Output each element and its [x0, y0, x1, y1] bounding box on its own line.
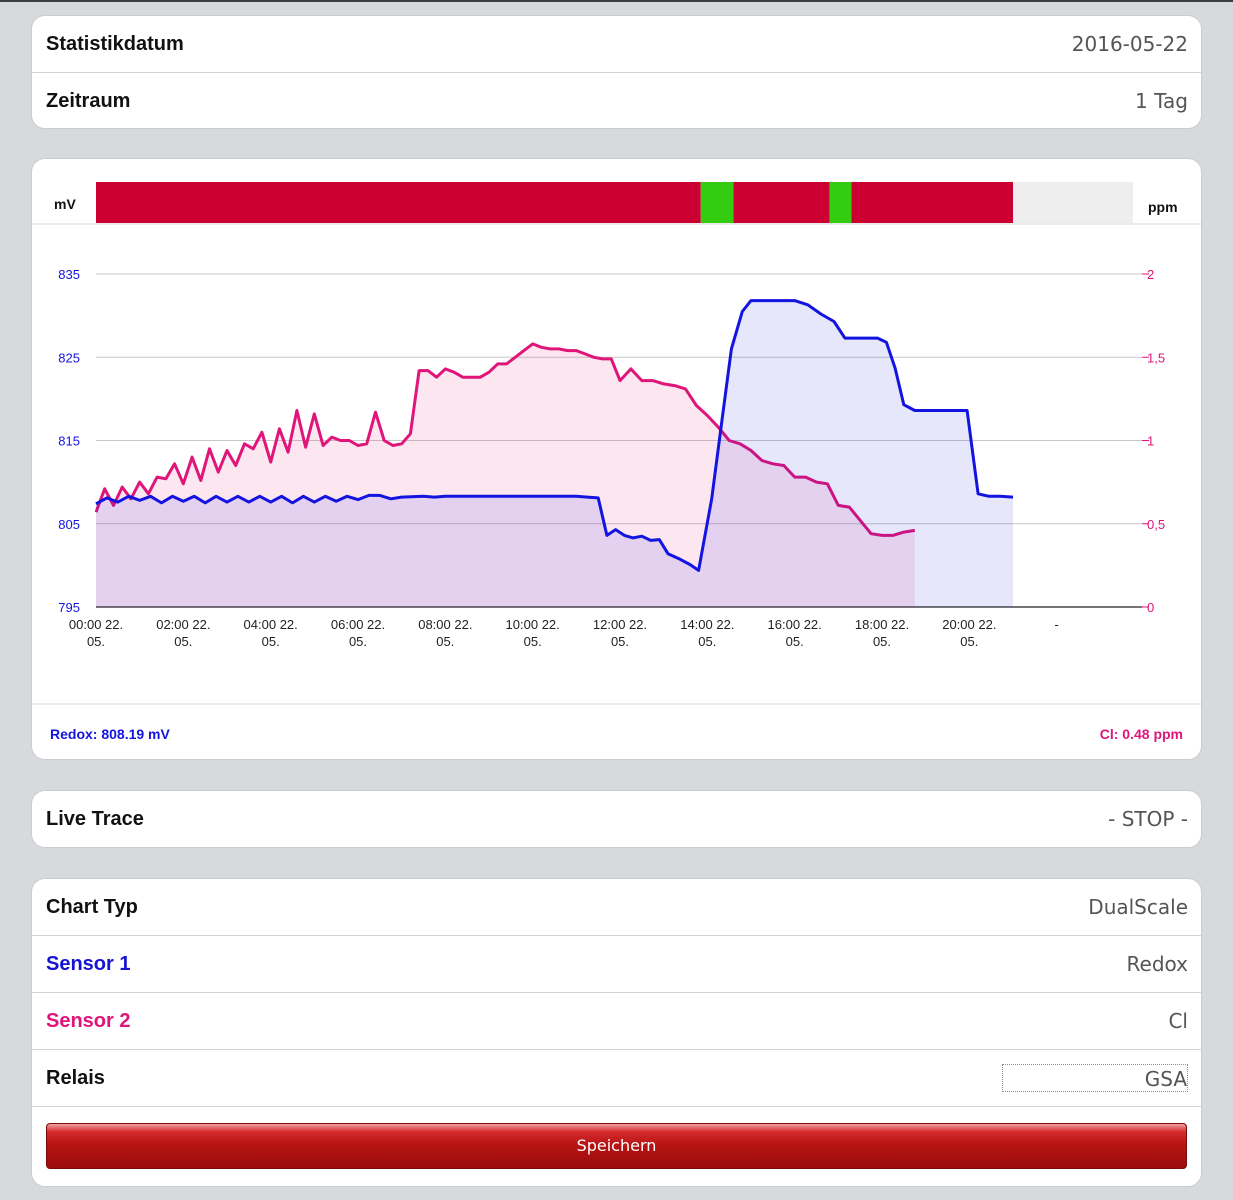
- dual-scale-chart[interactable]: mV ppm 835 2 825 1,5 815 1 805 0,5 795 0 00:00 22. 05…: [32, 159, 1202, 760]
- relay-label: Relais: [46, 1067, 105, 1089]
- relay-select[interactable]: GSA: [1002, 1064, 1188, 1092]
- relay-segment-on: [700, 182, 734, 223]
- x-axis-tick-label: 08:00 22.: [418, 617, 472, 632]
- left-axis-tick-label: 825: [58, 350, 80, 365]
- period-label: Zeitraum: [46, 90, 131, 112]
- right-axis-tick-label: 0: [1147, 600, 1154, 615]
- sensor1-select[interactable]: Redox: [1126, 952, 1188, 976]
- x-axis-tick-label-line2: 05.: [698, 634, 716, 649]
- sensor2-label: Sensor 2: [46, 1010, 131, 1032]
- series-line-cl: [94, 342, 916, 537]
- save-button[interactable]: Speichern: [46, 1123, 1187, 1169]
- statistics-date-label: Statistikdatum: [46, 33, 184, 55]
- x-axis-tick-label-line2: 05.: [174, 634, 192, 649]
- x-axis-tick-label: 20:00 22.: [942, 617, 996, 632]
- chart-type-label: Chart Typ: [46, 896, 138, 918]
- left-axis-tick-label: 815: [58, 434, 80, 449]
- sensor2-row[interactable]: Sensor 2 Cl: [32, 993, 1201, 1050]
- series-area-cl: [96, 343, 915, 607]
- x-axis-tick-label: 14:00 22.: [680, 617, 734, 632]
- statistics-card: Statistikdatum 2016-05-22 Zeitraum 1 Tag: [31, 15, 1202, 129]
- right-axis-tick-label: 1: [1147, 434, 1154, 449]
- settings-card: Chart Typ DualScale Sensor 1 Redox Senso…: [31, 878, 1202, 1187]
- save-row: Speichern: [32, 1107, 1201, 1186]
- x-axis-tick-label-line2: 05.: [960, 634, 978, 649]
- x-axis-tick-label-line2: 05.: [611, 634, 629, 649]
- relay-segment-on: [829, 182, 852, 223]
- relay-segment-off: [733, 182, 830, 223]
- x-axis-tick-label-line2: 05.: [349, 634, 367, 649]
- redox-readout: Redox: 808.19 mV: [50, 726, 170, 742]
- x-axis-tick-label-line2: 05.: [524, 634, 542, 649]
- top-border: [0, 0, 1233, 2]
- x-axis-tick-label: 04:00 22.: [244, 617, 298, 632]
- x-axis-tick-label: 12:00 22.: [593, 617, 647, 632]
- x-axis-tick-label: 18:00 22.: [855, 617, 909, 632]
- x-axis-tick-label-line2: 05.: [786, 634, 804, 649]
- x-axis-tick-label-line2: 05.: [262, 634, 280, 649]
- sensor2-select[interactable]: Cl: [1168, 1009, 1188, 1033]
- sensor1-label: Sensor 1: [46, 953, 131, 975]
- x-axis-tick-label-line2: 05.: [873, 634, 891, 649]
- relay-row[interactable]: Relais GSA: [32, 1050, 1201, 1107]
- right-axis-tick-label: 1,5: [1147, 350, 1165, 365]
- left-axis-tick-label: 835: [58, 267, 80, 282]
- relay-segment-off: [851, 182, 1013, 223]
- chart-type-row[interactable]: Chart Typ DualScale: [32, 879, 1201, 936]
- cl-readout: Cl: 0.48 ppm: [1100, 726, 1183, 742]
- x-axis-tick-label: -: [1054, 617, 1058, 632]
- chart-card: mV ppm 835 2 825 1,5 815 1 805 0,5 795 0 00:00 22. 05…: [31, 158, 1202, 760]
- live-trace-label: Live Trace: [46, 808, 144, 830]
- series-line-redox: [95, 299, 1014, 572]
- x-axis-tick-label: 02:00 22.: [156, 617, 210, 632]
- left-unit-label: mV: [54, 196, 76, 212]
- live-trace-card: Live Trace - STOP -: [31, 790, 1202, 848]
- series-area-redox: [96, 300, 1013, 607]
- x-axis-tick-label: 10:00 22.: [506, 617, 560, 632]
- right-unit-label: ppm: [1148, 199, 1178, 215]
- relay-segment-off: [96, 182, 701, 223]
- live-trace-stop-button[interactable]: - STOP -: [1108, 807, 1188, 831]
- statistics-date-value[interactable]: 2016-05-22: [1071, 32, 1188, 56]
- x-axis-tick-label: 00:00 22.: [69, 617, 123, 632]
- x-axis-tick-label-line2: 05.: [87, 634, 105, 649]
- right-axis-tick-label: 2: [1147, 267, 1154, 282]
- period-row[interactable]: Zeitraum 1 Tag: [32, 73, 1201, 128]
- statistics-date-row[interactable]: Statistikdatum 2016-05-22: [32, 16, 1201, 73]
- relay-segment-none: [1013, 182, 1134, 223]
- x-axis-tick-label-line2: 05.: [436, 634, 454, 649]
- sensor1-row[interactable]: Sensor 1 Redox: [32, 936, 1201, 993]
- right-axis-tick-label: 0,5: [1147, 517, 1165, 532]
- live-trace-row[interactable]: Live Trace - STOP -: [32, 791, 1201, 847]
- left-axis-tick-label: 795: [58, 600, 80, 615]
- x-axis-tick-label: 06:00 22.: [331, 617, 385, 632]
- chart-type-select[interactable]: DualScale: [1088, 895, 1188, 919]
- left-axis-tick-label: 805: [58, 517, 80, 532]
- period-value[interactable]: 1 Tag: [1135, 89, 1188, 113]
- x-axis-tick-label: 16:00 22.: [768, 617, 822, 632]
